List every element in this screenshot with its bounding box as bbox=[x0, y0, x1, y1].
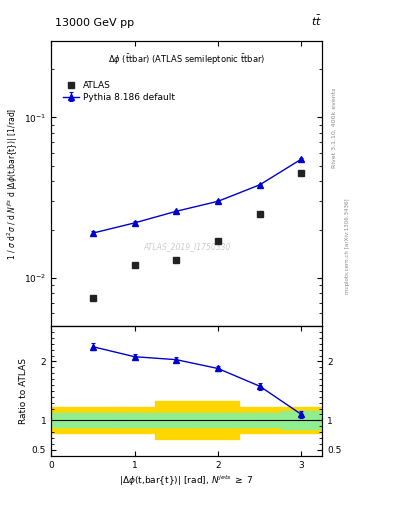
ATLAS bbox=[174, 257, 178, 263]
Y-axis label: Ratio to ATLAS: Ratio to ATLAS bbox=[19, 358, 28, 424]
ATLAS bbox=[132, 262, 137, 268]
ATLAS bbox=[90, 295, 95, 301]
Text: mcplots.cern.ch [arXiv:1306.3436]: mcplots.cern.ch [arXiv:1306.3436] bbox=[345, 198, 350, 293]
Legend: ATLAS, Pythia 8.186 default: ATLAS, Pythia 8.186 default bbox=[61, 80, 176, 103]
Line: ATLAS: ATLAS bbox=[90, 170, 305, 301]
Text: Rivet 3.1.10, 400k events: Rivet 3.1.10, 400k events bbox=[332, 88, 337, 168]
X-axis label: |$\Delta\phi$(t,bar{t})| [rad], $N^{jets}$ $\geq$ 7: |$\Delta\phi$(t,bar{t})| [rad], $N^{jets… bbox=[119, 474, 254, 488]
Text: 13000 GeV pp: 13000 GeV pp bbox=[55, 18, 134, 28]
ATLAS bbox=[216, 238, 220, 244]
ATLAS bbox=[257, 211, 262, 217]
Text: $t\bar{t}$: $t\bar{t}$ bbox=[311, 14, 322, 28]
Text: $\Delta\phi$ ($\bar{\rm t}$tbar) (ATLAS semileptonic $\bar{\rm t}$tbar): $\Delta\phi$ ($\bar{\rm t}$tbar) (ATLAS … bbox=[108, 52, 265, 67]
Text: ATLAS_2019_I1750330: ATLAS_2019_I1750330 bbox=[143, 242, 230, 251]
Y-axis label: 1 / $\sigma$ d$^2\sigma$ / d $N^{jts}$ d |$\Delta\phi$(t,bar{t})| [1/rad]: 1 / $\sigma$ d$^2\sigma$ / d $N^{jts}$ d… bbox=[6, 108, 20, 260]
ATLAS bbox=[299, 170, 304, 176]
